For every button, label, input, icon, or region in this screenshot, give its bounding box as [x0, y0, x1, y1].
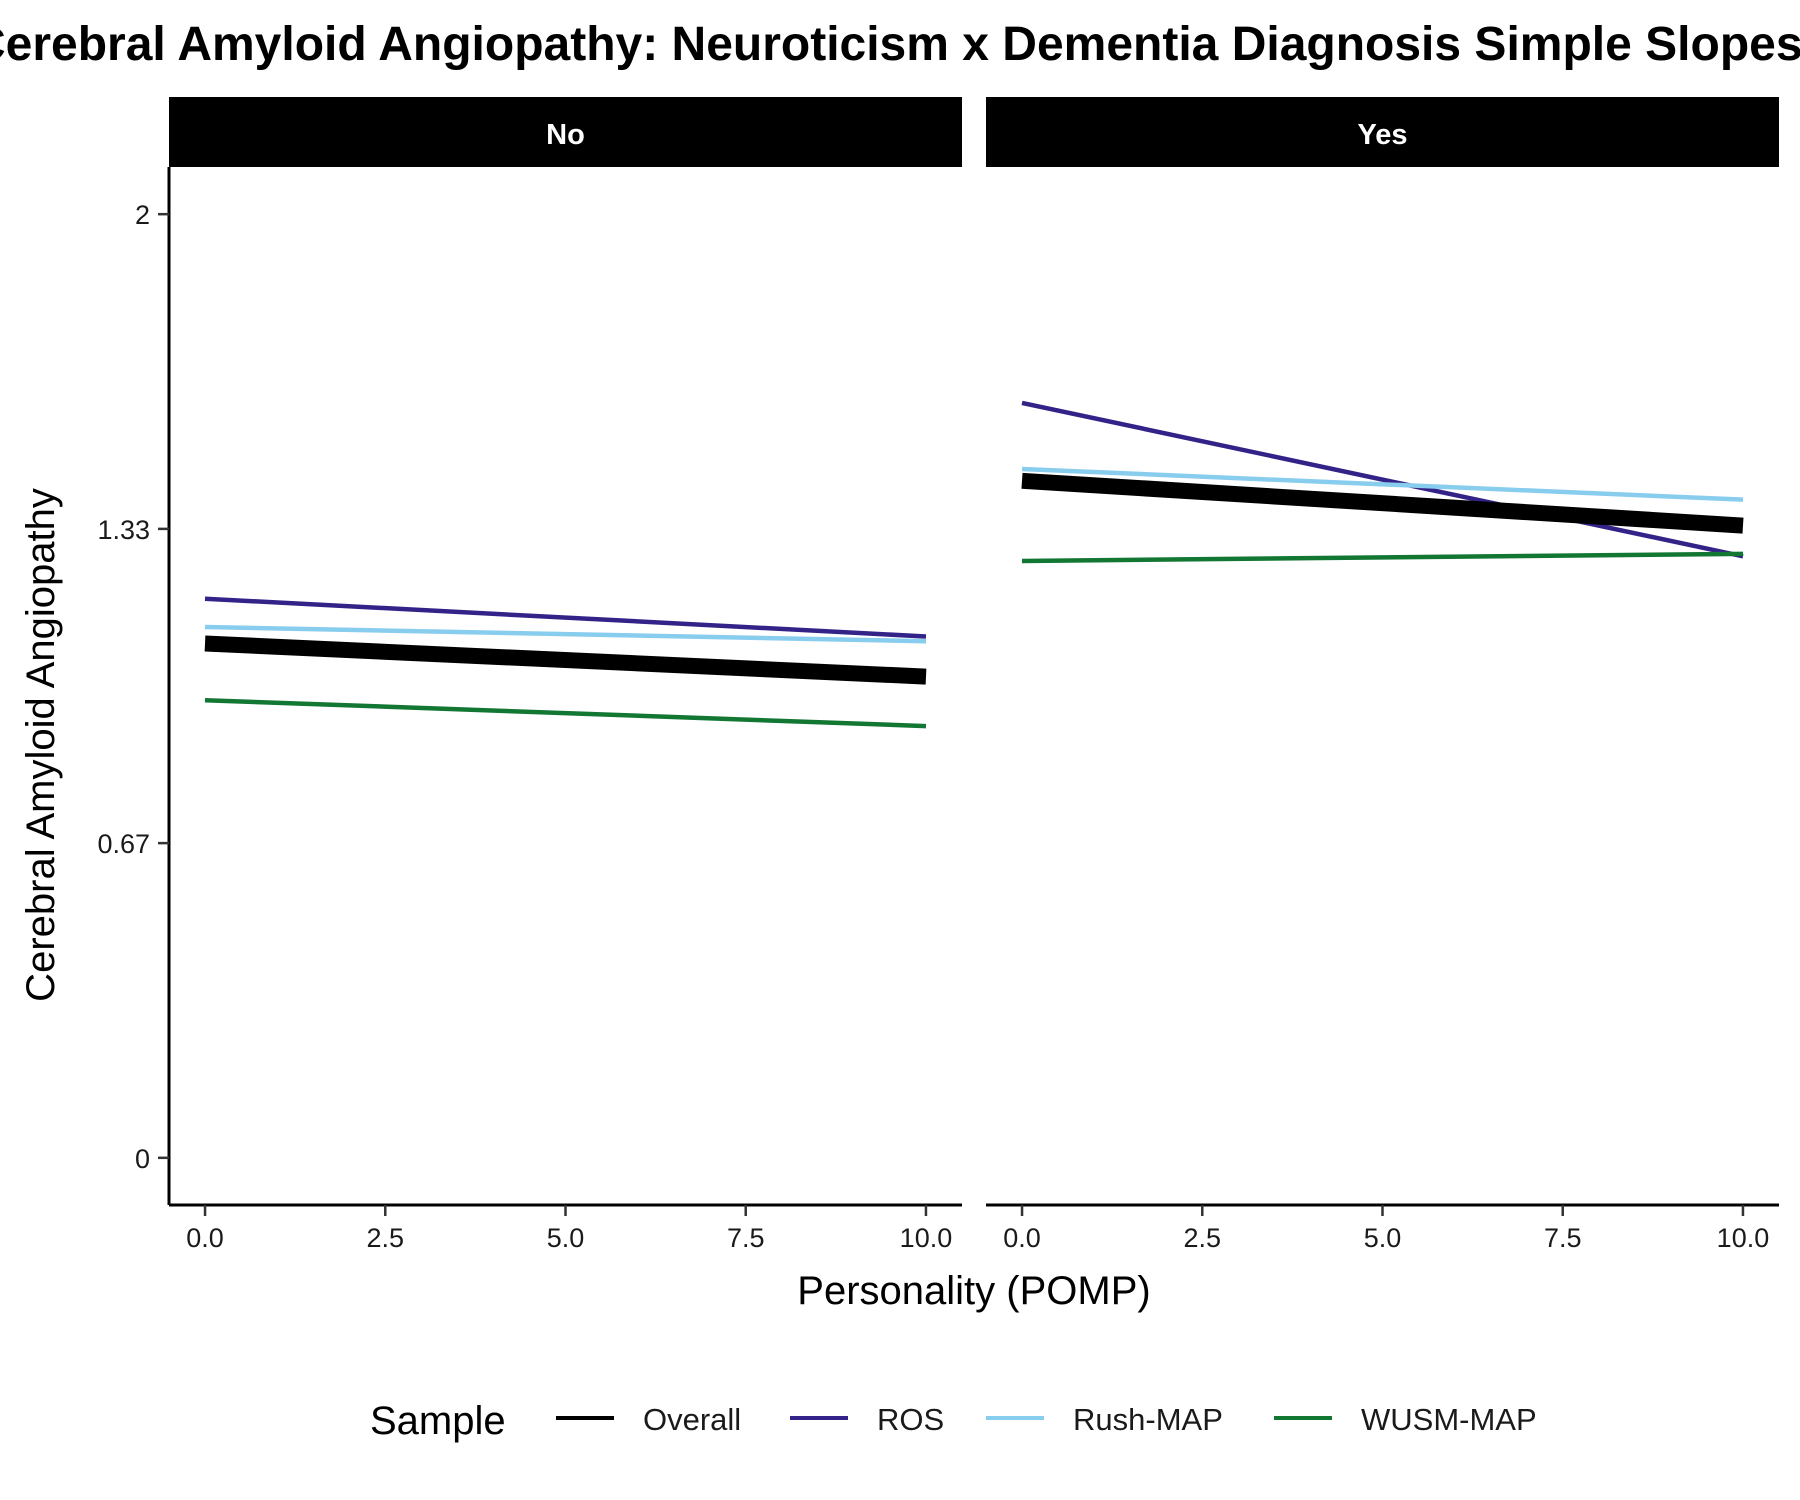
y-tick-label: 0: [135, 1144, 150, 1174]
series-line-wusm-map-yes: [1021, 551, 1744, 564]
x-axes: 0.0 2.5 5.0 7.5 10.0 0.0 2.5 5.0 7.5 10.0: [169, 1203, 1779, 1253]
x-tick-label: 5.0: [547, 1223, 585, 1253]
panel-no: [204, 596, 927, 729]
x-tick-label: 7.5: [727, 1223, 765, 1253]
legend-label: Rush-MAP: [1073, 1402, 1223, 1437]
strip-yes: [986, 97, 1779, 167]
x-tick-label: 2.5: [1183, 1223, 1221, 1253]
legend-label: WUSM-MAP: [1361, 1402, 1537, 1437]
legend-title: Sample: [370, 1399, 506, 1443]
plot-panels: [204, 400, 1744, 729]
x-axis-title: Personality (POMP): [797, 1269, 1150, 1313]
y-axis: 0 0.67 1.33 2: [97, 167, 171, 1205]
x-tick-label: 0.0: [186, 1223, 224, 1253]
series-line-rush-map-no: [204, 624, 927, 644]
legend-label: ROS: [877, 1402, 944, 1437]
series-line-ros-no: [204, 596, 927, 639]
legend-label: Overall: [643, 1402, 741, 1437]
y-tick-label: 0.67: [97, 829, 150, 859]
legend: Sample Overall ROS Rush-MAP WUSM-MAP: [370, 1399, 1537, 1443]
strip-label-yes: Yes: [1358, 119, 1408, 151]
x-tick-label: 2.5: [366, 1223, 404, 1253]
x-tick-label: 10.0: [1717, 1223, 1770, 1253]
x-tick-label: 5.0: [1364, 1223, 1402, 1253]
x-tick-label: 10.0: [900, 1223, 953, 1253]
strip-no: [169, 97, 962, 167]
y-tick-label: 1.33: [97, 515, 150, 545]
series-line-rush-map-yes: [1021, 466, 1744, 502]
strip-label-no: No: [546, 119, 585, 151]
x-tick-label: 7.5: [1544, 1223, 1582, 1253]
panel-yes: [1021, 400, 1744, 564]
chart-title: Cerebral Amyloid Angiopathy: Neuroticism…: [0, 18, 1800, 71]
series-line-overall-no: [204, 635, 927, 685]
y-tick-label: 2: [135, 200, 150, 230]
x-tick-label: 0.0: [1003, 1223, 1041, 1253]
y-axis-title: Cerebral Amyloid Angiopathy: [19, 488, 63, 1002]
series-line-overall-yes: [1021, 472, 1744, 534]
series-line-wusm-map-no: [204, 697, 927, 729]
series-line-ros-yes: [1021, 400, 1744, 559]
